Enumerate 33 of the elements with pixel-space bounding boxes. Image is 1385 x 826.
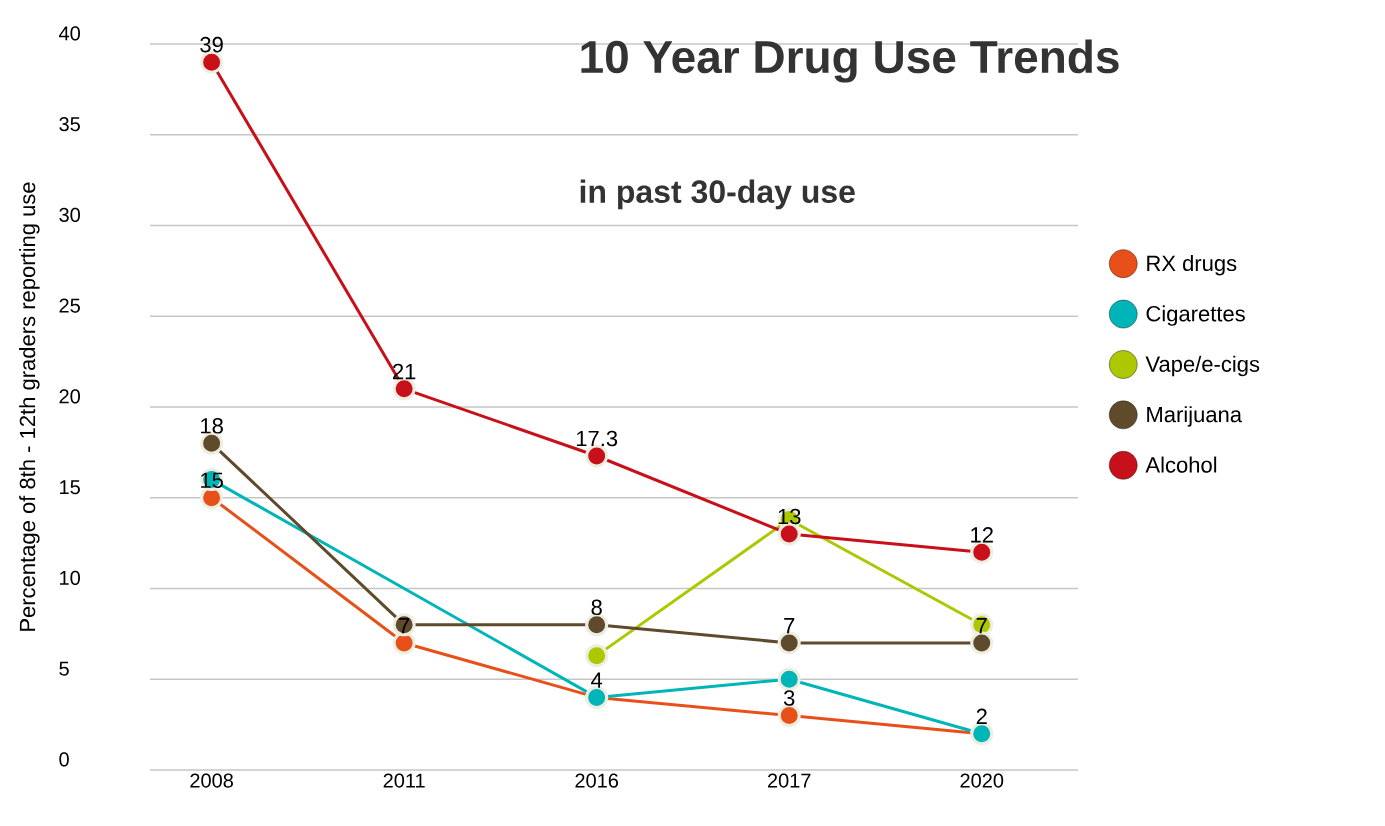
x-tick-label: 2017 bbox=[767, 773, 811, 788]
y-tick-label: 40 bbox=[58, 26, 80, 41]
text: in past 30-day use bbox=[580, 179, 855, 210]
legend-label: Cigarettes bbox=[1146, 305, 1245, 326]
data-label: 2 bbox=[976, 708, 987, 724]
data-label: 17.3 bbox=[576, 430, 618, 447]
y-tick-label: 15 bbox=[60, 480, 80, 495]
x-tick-label: 2016 bbox=[575, 773, 619, 788]
data-label: 39 bbox=[200, 36, 223, 53]
data-label: 12 bbox=[971, 527, 993, 543]
y-tick-label: 35 bbox=[59, 117, 80, 132]
x-tick-label: 2020 bbox=[960, 773, 1004, 788]
data-label: 4 bbox=[591, 672, 603, 688]
data-label: 7 bbox=[976, 618, 987, 634]
legend-label: Marijuana bbox=[1147, 406, 1243, 427]
y-axis-title: Percentage of 8th - 12th graders reporting use bbox=[19, 182, 40, 631]
legend-label: Vape/e-cigs bbox=[1145, 355, 1260, 377]
legend-label: RX drugs bbox=[1147, 254, 1237, 276]
chart-title: 10 Year Drug Use Trends bbox=[581, 39, 1119, 83]
y-tick-label: 10 bbox=[60, 570, 80, 585]
x-tick-label: 2008 bbox=[190, 773, 233, 788]
data-label: 8 bbox=[591, 599, 602, 616]
y-tick-label: 5 bbox=[59, 661, 69, 676]
x-tick-label: 2011 bbox=[383, 773, 425, 788]
y-tick-label: 25 bbox=[59, 298, 80, 313]
y-tick-label: 30 bbox=[59, 207, 80, 222]
data-label: 3 bbox=[783, 690, 795, 706]
y-tick-label: 20 bbox=[59, 389, 80, 404]
data-label: 18 bbox=[201, 418, 223, 434]
data-label: 7 bbox=[399, 618, 410, 634]
data-label: 7 bbox=[784, 618, 795, 634]
y-tick-label: 0 bbox=[59, 752, 69, 767]
legend-label: Alcohol bbox=[1145, 456, 1217, 473]
